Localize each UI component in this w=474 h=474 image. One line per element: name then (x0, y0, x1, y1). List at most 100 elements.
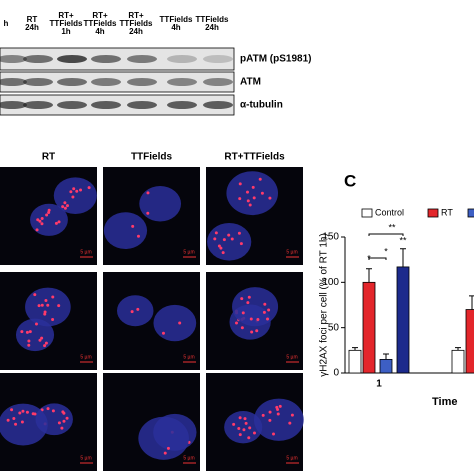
blot-band (0, 101, 27, 109)
foci (43, 344, 47, 348)
foci (57, 304, 61, 308)
scale-bar-label: 5 µm (286, 249, 297, 255)
foci (232, 422, 236, 426)
foci (65, 204, 69, 208)
foci (221, 251, 225, 255)
blot-band (23, 55, 53, 63)
foci (238, 433, 242, 437)
micrograph-column-label: RT+TTFields (224, 152, 285, 163)
lane-label-line: RT (27, 15, 38, 24)
foci (79, 188, 83, 192)
foci (87, 186, 91, 190)
nucleus (103, 212, 148, 249)
foci (25, 410, 29, 414)
scale-bar-label: 5 µm (80, 455, 91, 461)
blot-row-label: α-tubulin (240, 100, 283, 111)
foci (272, 432, 276, 436)
lane-label-line: RT+ (58, 11, 74, 20)
significance-bracket (368, 257, 387, 260)
foci (258, 177, 262, 181)
lane-label-line: RT+ (92, 11, 108, 20)
blot-band (23, 101, 53, 109)
foci (45, 213, 49, 217)
foci (230, 237, 234, 241)
foci (276, 412, 280, 416)
lane-label: RT 24h (25, 15, 39, 32)
foci (6, 418, 10, 422)
blot-band (203, 55, 233, 63)
foci (247, 295, 251, 299)
blot-band (0, 78, 27, 86)
foci (246, 199, 250, 203)
lane-label-line: 24h (129, 27, 143, 36)
foci (51, 317, 55, 321)
significance-label: * (384, 246, 388, 256)
y-tick-label: 50 (328, 322, 340, 333)
foci (237, 426, 241, 430)
lane-label-line: TTFields (120, 19, 153, 28)
lane-label: RT+ TTFields 4h (84, 11, 117, 36)
foci (46, 407, 50, 411)
lane-label: RT+ TTFields 1h (50, 11, 83, 36)
foci (266, 317, 270, 321)
foci (242, 428, 246, 432)
legend-label: RT (441, 207, 453, 217)
scale-bar-label: 5 µm (183, 354, 194, 360)
foci (256, 317, 260, 321)
blot-band (127, 101, 157, 109)
nucleus (138, 416, 189, 460)
bar (379, 358, 393, 374)
blot-band (127, 55, 157, 63)
foci (20, 420, 24, 424)
foci (18, 411, 22, 415)
foci (38, 338, 42, 342)
foci (35, 228, 39, 232)
foci (62, 419, 66, 423)
panel-label: C (344, 171, 356, 190)
foci (278, 404, 282, 408)
nucleus (25, 287, 71, 327)
y-tick-label: 150 (322, 232, 339, 243)
micrograph-column-label: TTFields (131, 152, 173, 163)
nucleus (232, 287, 279, 327)
foci (75, 189, 79, 193)
foci (178, 321, 182, 325)
blot-band (127, 78, 157, 86)
scale-bar-label: 5 µm (80, 354, 91, 360)
foci (146, 211, 150, 215)
foci (34, 322, 38, 326)
foci (38, 219, 42, 223)
blot-row-label: ATM (240, 77, 261, 88)
x-axis-label: Time (432, 396, 457, 408)
foci (245, 190, 249, 194)
foci (249, 317, 253, 321)
foci (40, 217, 44, 221)
foci (238, 416, 242, 420)
scale-bar-label: 5 µm (80, 249, 91, 255)
foci (54, 221, 58, 225)
foci (63, 206, 67, 210)
foci (268, 196, 272, 200)
foci (51, 295, 55, 299)
micrograph-column-label: RT (42, 152, 55, 163)
scale-bar-label: 5 µm (286, 455, 297, 461)
lane-label: h (4, 19, 9, 28)
legend-swatch (467, 208, 474, 218)
foci (43, 310, 47, 314)
nucleus (30, 203, 68, 236)
significance-bracket (368, 233, 404, 236)
foci (227, 233, 231, 237)
foci (69, 190, 73, 194)
nucleus (224, 411, 263, 444)
foci (248, 426, 252, 430)
lane-label-line: 4h (171, 23, 180, 32)
error-bar (352, 347, 358, 351)
foci (12, 417, 16, 421)
blot-band (167, 101, 197, 109)
error-bar (400, 248, 406, 267)
foci (219, 246, 223, 250)
significance-label: ** (388, 222, 396, 232)
foci (27, 343, 31, 347)
nucleus (53, 177, 97, 214)
foci (25, 330, 29, 334)
